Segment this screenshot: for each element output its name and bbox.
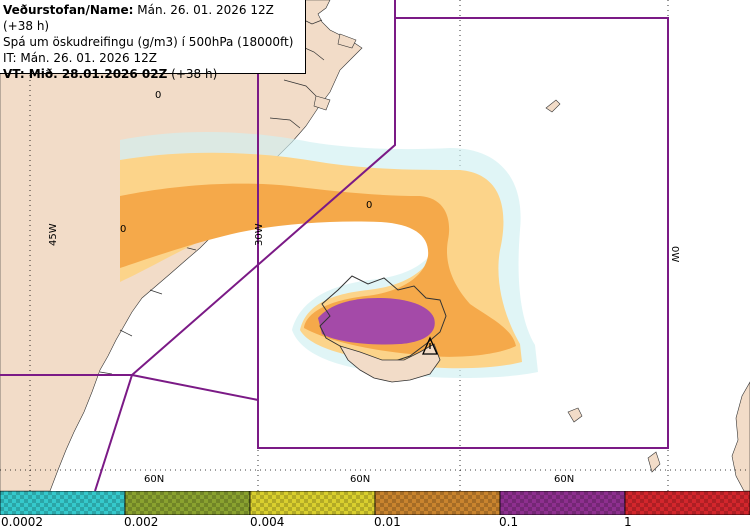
legend-swatch-pattern <box>625 491 750 515</box>
header-line-1: Veðurstofan/Name: Mán. 26. 01. 2026 12Z … <box>3 2 302 34</box>
latitude-label-60n-center: 60N <box>350 474 370 485</box>
legend-swatch-pattern <box>0 491 125 515</box>
legend-swatch-pattern <box>375 491 500 515</box>
map-canvas: 45W 30W 0W 60N 60N 60N 0 0 0 <box>0 0 750 491</box>
legend-tick-labels: 0.0002 0.002 0.004 0.01 0.1 1 <box>0 515 750 532</box>
legend-tick: 0.0002 <box>1 515 43 529</box>
longitude-label-0w: 0W <box>669 246 680 262</box>
iceland-south-coast <box>339 343 441 383</box>
longitude-label-45w: 45W <box>48 223 59 246</box>
legend-swatch-pattern <box>250 491 375 515</box>
legend-tick: 0.01 <box>374 515 401 529</box>
zero-marker: 0 <box>366 200 372 211</box>
legend-swatch-pattern <box>125 491 250 515</box>
shetland-islands <box>647 451 661 473</box>
iceland-land <box>319 275 447 363</box>
zero-marker: 0 <box>120 224 126 235</box>
provider-label: Veðurstofan/Name: <box>3 3 134 17</box>
legend-tick: 0.1 <box>499 515 519 529</box>
volcano-marker-icon <box>422 336 438 355</box>
forecast-info-box: Veðurstofan/Name: Mán. 26. 01. 2026 12Z … <box>0 0 306 81</box>
legend-tick: 0.004 <box>250 515 285 529</box>
valid-time-label: VT: Mið. 28.01.2026 02Z <box>3 67 168 81</box>
greenland-islands <box>313 33 357 111</box>
jan-mayen-island <box>545 99 561 113</box>
faroe-islands <box>567 407 583 423</box>
latitude-label-60n-east: 60N <box>554 474 574 485</box>
longitude-label-30w: 30W <box>254 223 265 246</box>
zero-marker: 0 <box>155 90 161 101</box>
header-line-3: IT: Mán. 26. 01. 2026 12Z <box>3 51 157 65</box>
latitude-label-60n-west: 60N <box>144 474 164 485</box>
fir-boundary <box>0 0 669 491</box>
legend-tick: 1 <box>624 515 632 529</box>
norway-coast <box>731 381 750 491</box>
ash-heavy-core <box>318 298 435 345</box>
header-line-4: VT: Mið. 28.01.2026 02Z (+38 h) <box>3 66 302 82</box>
lead-time-text: (+38 h) <box>167 67 218 81</box>
issue-time-text: Mán. 26. 01. 2026 12Z (+38 h) <box>3 3 274 33</box>
legend-swatch-pattern <box>500 491 625 515</box>
legend-tick: 0.002 <box>124 515 159 529</box>
header-line-2: Spá um öskudreifingu (g/m3) í 500hPa (18… <box>3 35 294 49</box>
concentration-legend-bar <box>0 491 750 515</box>
